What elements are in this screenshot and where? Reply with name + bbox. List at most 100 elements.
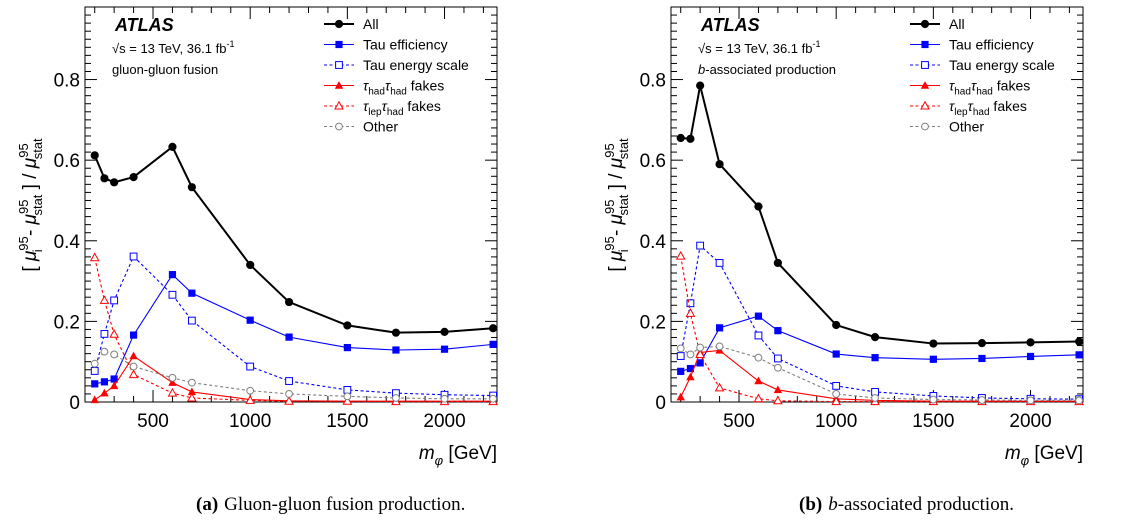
data-point (100, 347, 109, 356)
data-point (977, 339, 987, 348)
y-tick-label: 0.6 (54, 151, 80, 172)
data-point (832, 320, 841, 330)
figure-caption-b: (b) b-associated production. (799, 494, 1014, 516)
legend-marker (921, 61, 929, 69)
chart-svg-a: 500 1000 1500 2000 0 0.2 0.4 0.6 0.8 [ μ95i - μ95… (16, 6, 498, 468)
data-point (696, 81, 705, 90)
figure-caption-a: (a) Gluon-gluon fusion production. (196, 494, 465, 516)
y-tick-label: 0.6 (640, 151, 666, 172)
data-point (754, 353, 763, 362)
data-point (489, 340, 497, 348)
data-point (978, 354, 986, 363)
data-point (1026, 338, 1035, 347)
data-point (128, 369, 139, 379)
y-tick-label: 0.8 (54, 71, 80, 92)
atlas-label: ATLAS (114, 15, 174, 35)
data-point (753, 393, 764, 403)
data-point (978, 396, 986, 404)
legend-marker (335, 40, 343, 49)
x-tick-label: 1500 (912, 411, 954, 432)
caption-tag: (a) (196, 494, 219, 515)
data-point (188, 289, 196, 297)
data-point (696, 359, 704, 367)
data-point (715, 160, 724, 169)
legend-entry: Tau efficiency (910, 37, 1034, 53)
data-point (285, 333, 293, 341)
legend-entry: Other (324, 119, 398, 135)
data-point (773, 395, 783, 405)
legend-entry: All (324, 16, 379, 32)
data-point (100, 174, 109, 183)
caption-tag: (b) (799, 494, 823, 515)
data-point (129, 252, 138, 261)
chart-svg-b: 500 1000 1500 2000 0 0.2 0.4 0.6 0.8 [ μ95i - μ95… (602, 6, 1084, 468)
energy-lumi-label: √s = 13 TeV, 36.1 fb-1 (112, 39, 235, 56)
x-tick-label: 500 (137, 411, 169, 432)
data-point (343, 386, 352, 394)
data-point (686, 364, 695, 373)
data-point (187, 316, 196, 325)
data-point (168, 290, 177, 299)
legend-label: τlepτhad fakes (949, 98, 1027, 118)
caption-italic: b (828, 494, 838, 515)
y-tick-label: 0.4 (640, 232, 667, 253)
data-point (929, 395, 938, 404)
data-point (284, 395, 294, 405)
data-point (696, 241, 705, 250)
data-point (129, 351, 138, 360)
data-point (871, 394, 879, 402)
data-point (1075, 337, 1084, 346)
x-tick-label: 1500 (326, 411, 368, 432)
data-point (100, 378, 109, 386)
x-tick-label: 2000 (423, 411, 465, 432)
data-point (1075, 396, 1084, 405)
series-line (93, 145, 494, 334)
data-point (754, 376, 763, 385)
legend-label: Tau efficiency (363, 37, 448, 53)
data-point (695, 349, 706, 358)
data-point (343, 343, 351, 352)
legend-entry: τlepτhad fakes (324, 98, 441, 118)
legend-marker (334, 19, 344, 29)
x-axis-label: mφ [GeV] (1005, 443, 1083, 468)
series-other (676, 342, 1084, 405)
data-point (774, 327, 782, 335)
x-tick-label: 1000 (229, 411, 271, 432)
data-point (90, 359, 99, 368)
data-point (129, 362, 138, 371)
data-point (168, 373, 177, 382)
data-point (343, 392, 352, 401)
data-point (715, 259, 724, 267)
data-point (754, 312, 763, 320)
legend-marker (920, 81, 930, 89)
data-point (686, 372, 695, 381)
data-point (187, 183, 196, 192)
data-point (676, 392, 685, 401)
caption-text: -associated production. (837, 494, 1014, 515)
process-label: gluon-gluon fusion (112, 62, 218, 77)
data-point (489, 394, 498, 403)
series-line (94, 257, 494, 403)
series-line (94, 273, 494, 385)
series-line (680, 315, 1080, 372)
data-point (773, 354, 782, 363)
legend-entry: Tau energy scale (910, 57, 1055, 73)
data-point (1026, 352, 1035, 361)
series-all (676, 81, 1084, 348)
legend-label: All (363, 16, 379, 32)
data-point (110, 375, 118, 383)
data-point (343, 321, 352, 330)
legend-marker (921, 122, 929, 131)
legend-label: τlepτhad fakes (363, 98, 441, 118)
data-point (929, 339, 938, 348)
series-line (680, 255, 1080, 403)
data-point (246, 386, 255, 395)
data-point (90, 395, 99, 404)
data-point (391, 328, 401, 337)
legend-label: τhadτhad fakes (949, 78, 1030, 98)
data-point (714, 382, 725, 392)
legend-marker (335, 122, 343, 131)
data-point (168, 271, 177, 279)
data-point (929, 355, 937, 363)
legend-label: Other (949, 119, 984, 135)
